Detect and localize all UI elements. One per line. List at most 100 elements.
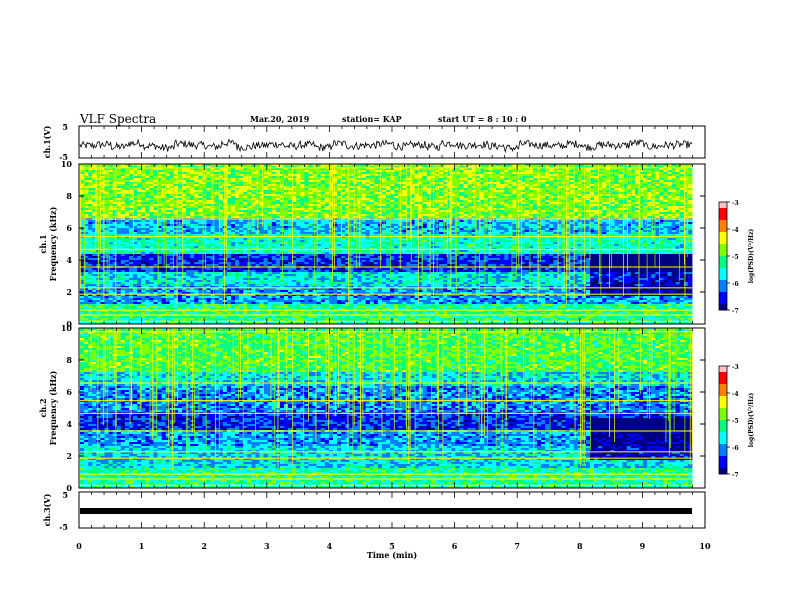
- spectrogram-cell: [133, 174, 138, 177]
- spectrogram-cell: [100, 172, 105, 175]
- spectrogram-cell: [149, 164, 154, 167]
- spectrogram-cell: [190, 186, 195, 189]
- spectrogram-cell: [577, 200, 583, 203]
- spectrogram-cell: [528, 184, 534, 187]
- spectrogram-cell: [402, 176, 407, 179]
- spectrogram-cell: [683, 168, 689, 171]
- spectrogram-cell: [418, 168, 424, 171]
- spectrogram-cell: [402, 198, 407, 201]
- spectrogram-cell: [585, 192, 591, 195]
- spectrogram-cell: [630, 174, 636, 177]
- spectrogram-cell: [467, 186, 473, 189]
- spectrogram-cell: [496, 192, 501, 195]
- spectrogram-cell: [500, 168, 505, 171]
- spectrogram-cell: [541, 170, 546, 173]
- spectrogram-cell: [112, 196, 118, 199]
- spectrogram-cell: [541, 186, 546, 189]
- spectrogram-cell: [451, 176, 456, 179]
- spectrogram-cell: [418, 194, 424, 197]
- spectrogram-cell: [541, 178, 546, 181]
- spectrogram-cell: [536, 170, 542, 173]
- spectrogram-cell: [124, 200, 130, 203]
- spectrogram-cell: [443, 170, 448, 173]
- spectrogram-cell: [683, 186, 689, 189]
- spectrogram-cell: [116, 164, 122, 167]
- spectrogram-cell: [153, 200, 158, 203]
- spectrogram-cell: [328, 178, 334, 181]
- spectrogram-cell: [230, 170, 236, 173]
- spectrogram-cell: [108, 192, 114, 195]
- spectrogram-cell: [406, 188, 411, 191]
- spectrogram-cell: [679, 186, 685, 189]
- spectrogram-cell: [365, 168, 371, 171]
- spectrogram-cell: [369, 192, 375, 195]
- spectrogram-cell: [259, 186, 264, 189]
- spectrogram-cell: [590, 188, 595, 191]
- spectrogram-cell: [349, 172, 354, 175]
- spectrogram-cell: [275, 196, 281, 199]
- spectrogram-cell: [606, 176, 611, 179]
- spectrogram-cell: [84, 182, 89, 185]
- spectrogram-cell: [349, 196, 354, 199]
- spectrogram-cell: [316, 170, 322, 173]
- spectrogram-cell: [626, 168, 632, 171]
- spectrogram-cell: [88, 202, 93, 205]
- spectrogram-cell: [373, 194, 379, 197]
- spectrogram-cell: [561, 184, 566, 187]
- spectrogram-cell: [316, 190, 322, 193]
- spectrogram-cell: [182, 180, 187, 183]
- spectrogram-cell: [683, 174, 689, 177]
- spectrogram-cell: [169, 164, 175, 167]
- spectrogram-cell: [328, 170, 334, 173]
- spectrogram-cell: [504, 196, 509, 199]
- spectrogram-cell: [581, 172, 587, 175]
- spectrogram-cell: [377, 178, 383, 181]
- spectrogram-cell: [577, 190, 583, 193]
- spectrogram-cell: [598, 164, 603, 167]
- spectrogram-cell: [618, 182, 624, 185]
- spectrogram-cell: [406, 194, 411, 197]
- spectrogram-cell: [332, 190, 338, 193]
- spectrogram-cell: [353, 178, 358, 181]
- spectrogram-cell: [316, 184, 322, 187]
- spectrogram-cell: [390, 194, 395, 197]
- spectrogram-cell: [88, 192, 93, 195]
- spectrogram-cell: [316, 180, 322, 183]
- spectrogram-cell: [235, 186, 240, 189]
- spectrogram-cell: [182, 176, 187, 179]
- spectrogram-cell: [422, 174, 428, 177]
- spectrogram-cell: [153, 190, 158, 193]
- spectrogram-cell: [296, 170, 301, 173]
- spectrogram-cell: [226, 184, 232, 187]
- spectrogram-cell: [361, 168, 366, 171]
- spectrogram-cell: [585, 180, 591, 183]
- spectrogram-cell: [671, 174, 677, 177]
- spectrogram-cell: [267, 184, 273, 187]
- spectrogram-cell: [439, 200, 444, 203]
- spectrogram-cell: [173, 168, 179, 171]
- spectrogram-cell: [655, 182, 660, 185]
- spectrogram-cell: [120, 170, 126, 173]
- spectrogram-cell: [463, 176, 468, 179]
- spectrogram-cell: [602, 178, 607, 181]
- spectrogram-cell: [292, 178, 297, 181]
- spectrogram-cell: [585, 188, 591, 191]
- spectrogram-cell: [153, 196, 158, 199]
- spectrogram-cell: [137, 190, 142, 193]
- spectrogram-cell: [116, 174, 122, 177]
- spectrogram-cell: [377, 170, 383, 173]
- spectrogram-cell: [112, 174, 118, 177]
- spectrogram-cell: [169, 180, 175, 183]
- spectrogram-cell: [549, 180, 554, 183]
- spectrogram-cell: [120, 174, 126, 177]
- spectrogram-cell: [177, 176, 183, 179]
- spectrogram-cell: [606, 186, 611, 189]
- spectrogram-cell: [532, 194, 538, 197]
- spectrogram-cell: [124, 194, 130, 197]
- spectrogram-cell: [500, 180, 505, 183]
- spectrogram-cell: [349, 182, 354, 185]
- spectrogram-cell: [292, 174, 297, 177]
- spectrogram-cell: [133, 180, 138, 183]
- spectrogram-cell: [573, 186, 579, 189]
- spectrogram-cell: [222, 198, 228, 201]
